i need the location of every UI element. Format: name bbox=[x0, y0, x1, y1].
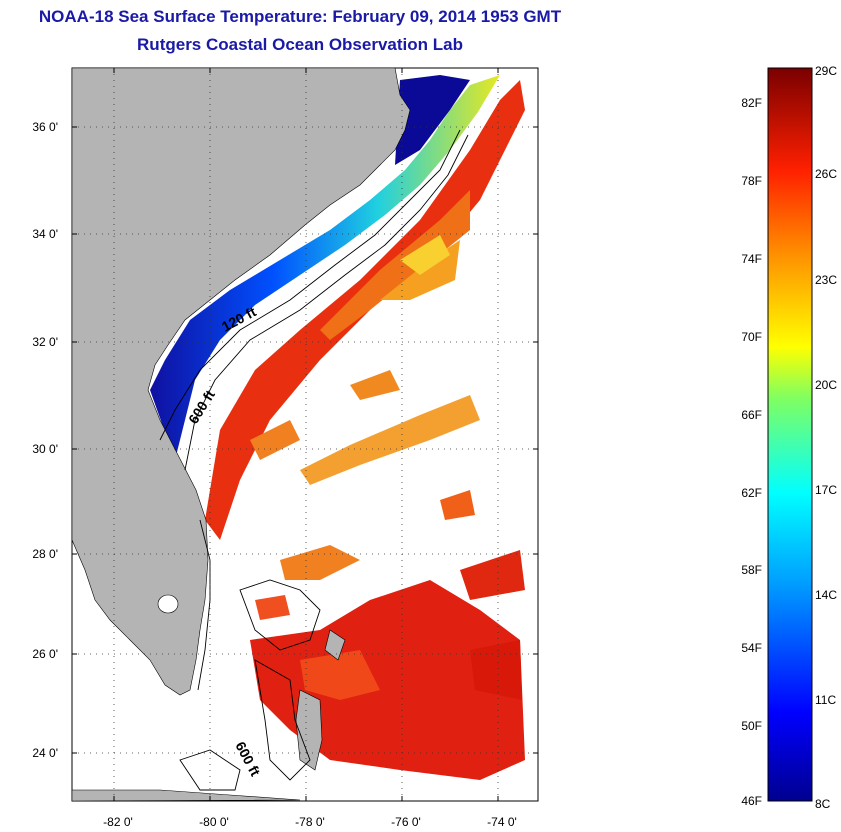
contour-florida-shelf bbox=[197, 519, 211, 691]
colorbar-f-78: 78F bbox=[741, 174, 762, 188]
sst-cold-coastal-band bbox=[150, 75, 500, 460]
map-layers: 120 ft 600 ft 600 ft bbox=[72, 68, 538, 801]
lat-label-34: 34 0' bbox=[32, 227, 58, 241]
lon-label-76: -76 0' bbox=[391, 815, 421, 829]
lon-label-78: -78 0' bbox=[295, 815, 325, 829]
land-cuba bbox=[72, 789, 301, 801]
contour-120ft bbox=[159, 129, 461, 441]
lon-label-80: -80 0' bbox=[199, 815, 229, 829]
colorbar-f-50: 50F bbox=[741, 719, 762, 733]
contour-cay-sal bbox=[179, 749, 241, 791]
lat-label-26: 26 0' bbox=[32, 647, 58, 661]
colorbar-c-20: 20C bbox=[815, 378, 837, 392]
colorbar-c-29: 29C bbox=[815, 64, 837, 78]
colorbar-c-26: 26C bbox=[815, 167, 837, 181]
colorbar-f-74: 74F bbox=[741, 252, 762, 266]
colorbar-c-14: 14C bbox=[815, 588, 837, 602]
land-bahamas bbox=[295, 689, 323, 771]
colorbar-f-46: 46F bbox=[741, 794, 762, 808]
lon-label-82: -82 0' bbox=[103, 815, 133, 829]
map-subtitle: Rutgers Coastal Ocean Observation Lab bbox=[137, 35, 463, 54]
contour-600ft bbox=[184, 134, 469, 471]
sst-warm-patches bbox=[205, 80, 525, 780]
lon-label-74: -74 0' bbox=[487, 815, 517, 829]
colorbar-f-62: 62F bbox=[741, 486, 762, 500]
colorbar bbox=[767, 67, 813, 802]
contour-little-bahama-bank bbox=[239, 579, 321, 651]
colorbar-c-23: 23C bbox=[815, 273, 837, 287]
contour-great-bahama-bank bbox=[254, 659, 311, 781]
sst-coldest-patch bbox=[395, 75, 470, 165]
lat-label-30: 30 0' bbox=[32, 442, 58, 456]
frame-ticks bbox=[72, 68, 538, 801]
land-bahamas-small bbox=[324, 629, 346, 661]
colorbar-f-70: 70F bbox=[741, 330, 762, 344]
land-us-coast bbox=[72, 68, 411, 696]
lat-label-36: 36 0' bbox=[32, 120, 58, 134]
colorbar-c-8: 8C bbox=[815, 797, 831, 811]
lat-label-24: 24 0' bbox=[32, 746, 58, 760]
colorbar-f-82: 82F bbox=[741, 96, 762, 110]
map-grid bbox=[72, 68, 538, 801]
colorbar-f-66: 66F bbox=[741, 408, 762, 422]
lat-label-28: 28 0' bbox=[32, 547, 58, 561]
colorbar-f-54: 54F bbox=[741, 641, 762, 655]
colorbar-c-17: 17C bbox=[815, 483, 837, 497]
colorbar-c-11: 11C bbox=[815, 693, 836, 707]
lat-label-32: 32 0' bbox=[32, 335, 58, 349]
map-title: NOAA-18 Sea Surface Temperature: Februar… bbox=[38, 7, 562, 26]
lake-okeechobee bbox=[157, 594, 179, 614]
colorbar-f-58: 58F bbox=[741, 563, 762, 577]
